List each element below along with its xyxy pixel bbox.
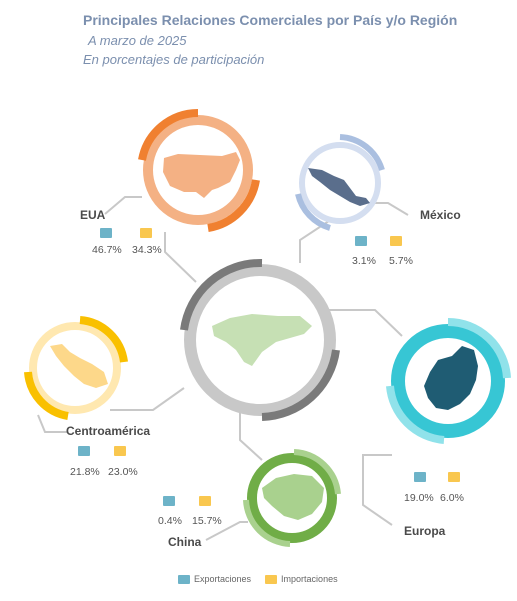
europa-imports-value: 6.0% [440,492,464,504]
europa-exports-swatch [414,472,426,482]
mexico-label: México [420,208,461,222]
mexico-imports-swatch [390,236,402,246]
centroamerica-imports-swatch [114,446,126,456]
centroamerica-imports-value: 23.0% [108,466,138,478]
eua-imports-value: 34.3% [132,244,162,256]
centroamerica-exports-swatch [78,446,90,456]
connector-lines [37,196,409,541]
eua-circle [138,109,260,232]
china-imports-value: 15.7% [192,515,222,527]
eua-exports-value: 46.7% [92,244,122,256]
eua-imports-swatch [140,228,152,238]
legend-exports: Exportaciones [178,574,251,584]
date-subtitle: A marzo de 2025 [88,33,187,48]
honduras-map-icon [212,314,312,366]
legend-imports: Importaciones [265,574,338,584]
china-exports-value: 0.4% [158,515,182,527]
central-america-map-icon [50,344,108,388]
mexico-exports-value: 3.1% [352,255,376,267]
usa-map-icon [163,152,240,198]
legend-imports-swatch [265,574,278,584]
centroamerica-label: Centroamérica [66,424,151,438]
china-exports-swatch [163,496,175,506]
europa-circle [386,317,511,444]
units-subtitle: En porcentajes de participación [83,52,265,67]
honduras-circle [180,258,340,421]
mexico-circle [295,134,385,231]
centroamerica-circle [24,316,128,420]
europa-label: Europa [404,524,446,538]
mexico-exports-swatch [355,236,367,246]
china-label: China [168,535,202,549]
centroamerica-exports-value: 21.8% [70,466,100,478]
europe-map-icon [424,346,478,410]
china-circle [243,449,341,547]
mexico-imports-value: 5.7% [389,255,413,267]
page-title: Principales Relaciones Comerciales por P… [83,12,458,28]
legend-imports-label: Importaciones [281,574,338,584]
europa-exports-value: 19.0% [404,492,434,504]
china-imports-swatch [199,496,211,506]
china-map-icon [262,474,324,520]
eua-exports-swatch [100,228,112,238]
europa-imports-swatch [448,472,460,482]
legend-exports-label: Exportaciones [194,574,252,584]
mexico-map-icon [308,168,370,206]
legend-exports-swatch [178,574,190,584]
legend: Exportaciones Importaciones [178,574,346,584]
eua-label: EUA [80,208,106,222]
